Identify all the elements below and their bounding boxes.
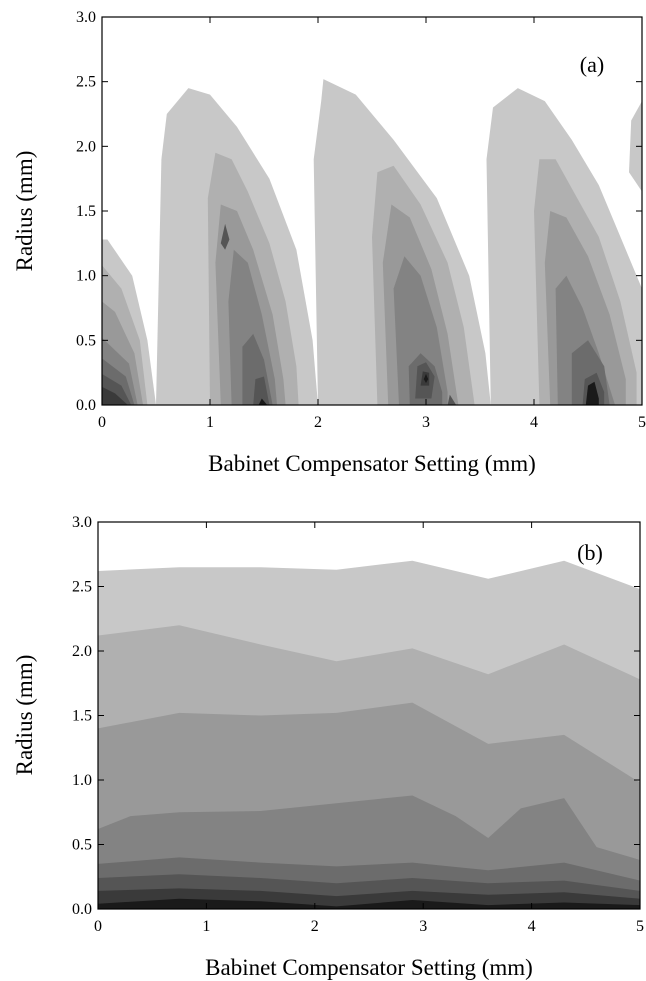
y-tick-label: 0.5 [72, 837, 92, 854]
y-tick-label: 2.5 [72, 579, 92, 596]
contour-bands [98, 560, 640, 909]
contour-region-level-6 [253, 376, 270, 405]
y-tick-label: 1.0 [72, 772, 92, 789]
x-tick-label: 4 [530, 414, 538, 431]
x-tick-label: 1 [202, 918, 210, 935]
contour-region-level-6 [447, 394, 457, 405]
x-tick-label: 3 [419, 918, 427, 935]
x-tick-label: 3 [422, 414, 430, 431]
axis-ticks [101, 16, 643, 406]
contour-region-level-8 [423, 374, 429, 383]
x-axis-title: Babinet Compensator Setting (mm) [208, 451, 536, 476]
contour-band-level-8 [98, 898, 640, 909]
contour-region-level-1 [629, 101, 642, 192]
y-tick-label: 2.5 [76, 74, 96, 91]
x-tick-label: 5 [636, 918, 644, 935]
panel-label: (a) [580, 52, 604, 77]
y-tick-labels: 0.0 0.5 1.0 1.5 2.0 2.5 3.0 [72, 514, 92, 918]
contour-region-level-8 [258, 398, 268, 405]
y-tick-labels: 0.0 0.5 1.0 1.5 2.0 2.5 3.0 [76, 9, 96, 414]
x-tick-label: 5 [638, 414, 646, 431]
y-axis-title: Radius (mm) [12, 655, 37, 776]
axis-ticks [97, 521, 641, 910]
y-tick-label: 2.0 [76, 138, 96, 155]
y-tick-label: 0.0 [72, 901, 92, 918]
x-tick-labels: 0 1 2 3 4 5 [94, 918, 644, 935]
y-tick-label: 1.5 [76, 203, 96, 220]
x-tick-label: 0 [94, 918, 102, 935]
x-axis-title: Babinet Compensator Setting (mm) [205, 955, 533, 980]
y-tick-label: 3.0 [76, 9, 96, 26]
y-tick-label: 2.0 [72, 643, 92, 660]
x-tick-label: 2 [314, 414, 322, 431]
contour-region-level-7 [102, 386, 128, 405]
x-tick-label: 2 [311, 918, 319, 935]
contour-regions [102, 79, 642, 405]
contour-panel-a: 0 1 2 3 4 5 0.0 0.5 1.0 1.5 2.0 2.5 3.0 (a) Babinet… [12, 9, 646, 476]
panel-label: (b) [577, 540, 603, 565]
y-axis-title: Radius (mm) [12, 151, 37, 272]
y-tick-label: 0.0 [76, 397, 96, 414]
y-tick-label: 0.5 [76, 332, 96, 349]
x-tick-label: 0 [98, 414, 106, 431]
x-tick-labels: 0 1 2 3 4 5 [98, 414, 646, 431]
contour-region-level-8 [585, 381, 599, 405]
y-tick-label: 3.0 [72, 514, 92, 531]
y-tick-label: 1.0 [76, 268, 96, 285]
y-tick-label: 1.5 [72, 708, 92, 725]
contour-region-level-6 [220, 223, 230, 250]
contour-panel-b: 0 1 2 3 4 5 0.0 0.5 1.0 1.5 2.0 2.5 3.0 (b) Babinet… [12, 514, 644, 980]
x-tick-label: 1 [206, 414, 214, 431]
x-tick-label: 4 [528, 918, 536, 935]
